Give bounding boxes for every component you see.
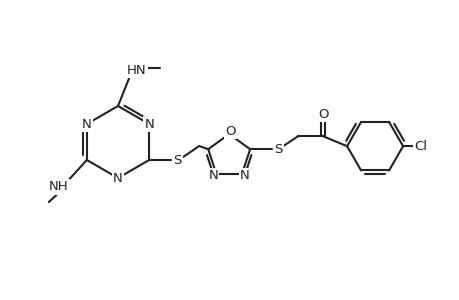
Text: N: N <box>113 172 123 184</box>
Text: O: O <box>317 108 328 121</box>
Text: NH: NH <box>49 181 68 194</box>
Text: S: S <box>173 154 181 166</box>
Text: O: O <box>224 124 235 137</box>
Text: N: N <box>144 118 154 130</box>
Text: N: N <box>240 169 249 182</box>
Text: S: S <box>273 143 282 156</box>
Text: HN: HN <box>127 64 146 76</box>
Text: Cl: Cl <box>414 140 427 153</box>
Text: N: N <box>208 169 218 182</box>
Text: N: N <box>82 118 91 130</box>
